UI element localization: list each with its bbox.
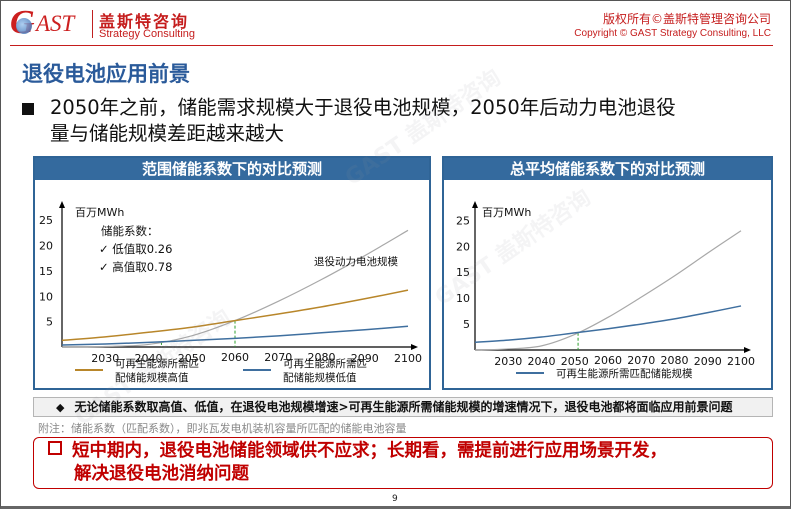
x-tick-label: 2080 bbox=[308, 351, 336, 364]
y-axis-unit-label: 百万MWh bbox=[482, 206, 531, 219]
x-axis-arrow-icon bbox=[744, 347, 751, 353]
x-tick-label: 2040 bbox=[135, 352, 163, 365]
y-tick-label: 20 bbox=[39, 240, 53, 253]
series-line-low bbox=[61, 325, 409, 346]
logo-ast-text: AST bbox=[36, 11, 75, 36]
globe-icon bbox=[16, 18, 32, 34]
x-axis-arrow-icon bbox=[411, 344, 418, 350]
series-line-battery bbox=[474, 230, 742, 351]
square-bullet-icon bbox=[22, 103, 34, 115]
page-number: 9 bbox=[392, 494, 398, 504]
logo-divider bbox=[92, 10, 93, 38]
x-tick-label: 2100 bbox=[394, 352, 422, 365]
hollow-square-bullet-icon bbox=[48, 441, 62, 455]
conclusion-text-1: 短中期内，退役电池储能领域供不应求；长期看，需提前进行应用场景开发， bbox=[72, 441, 667, 461]
coefficient-annotation-item: ✓ 低值取0.26 bbox=[99, 242, 172, 256]
conclusion-box: 短中期内，退役电池储能领域供不应求；长期看，需提前进行应用场景开发， 解决退役电… bbox=[33, 437, 773, 489]
coefficient-annotation-item: ✓ 高值取0.78 bbox=[99, 260, 172, 274]
copyright-cn: 版权所有©盖斯特管理咨询公司 bbox=[602, 12, 771, 26]
legend-label: 可再生能源所需匹 bbox=[283, 357, 367, 370]
x-tick-label: 2090 bbox=[694, 355, 722, 368]
legend-label: 可再生能源所需匹配储能规模 bbox=[556, 367, 693, 380]
page-title: 退役电池应用前景 bbox=[22, 62, 190, 86]
chart-range-coefficient: 5 10 15 20 25 2030 2040 2050 2060 2070 2080 2090 210… bbox=[39, 201, 422, 384]
chart-panel-range: 范围储能系数下的对比预测 5 10 15 20 25 2030 2040 2050 2060 20… bbox=[33, 156, 431, 390]
brand-name-en: Strategy Consulting bbox=[99, 28, 195, 40]
chart-title: 范围储能系数下的对比预测 bbox=[35, 158, 429, 180]
header-divider bbox=[10, 45, 773, 46]
conclusion-line-1: 短中期内，退役电池储能领域供不应求；长期看，需提前进行应用场景开发， bbox=[48, 440, 772, 463]
copyright-en: Copyright © GAST Strategy Consulting, LL… bbox=[574, 28, 771, 39]
x-tick-label: 2040 bbox=[528, 355, 556, 368]
battery-series-label: 退役动力电池规模 bbox=[314, 255, 398, 268]
legend-label: 配储能规模高值 bbox=[115, 371, 189, 384]
y-tick-label: 20 bbox=[456, 240, 470, 253]
x-tick-label: 2060 bbox=[221, 351, 249, 364]
conclusion-line-2: 解决退役电池消纳问题 bbox=[74, 464, 249, 484]
series-line-low bbox=[474, 305, 742, 343]
y-tick-label: 10 bbox=[456, 292, 470, 305]
gast-logo: G AST bbox=[10, 4, 88, 41]
footnote: 附注：储能系数（匹配系数），即兆瓦发电机装机容量所匹配的储能电池容量 bbox=[38, 422, 407, 435]
bullet-line-2: 量与储能规模差距越来越大 bbox=[50, 122, 285, 145]
x-tick-label: 2070 bbox=[627, 354, 655, 367]
diamond-bullet-icon: ◆ bbox=[56, 401, 65, 414]
legend-label: 可再生能源所需匹 bbox=[115, 357, 199, 370]
callout-text: 无论储能系数取高值、低值，在退役电池规模增速>可再生能源所需储能规模的增速情况下… bbox=[74, 400, 733, 414]
coefficient-annotation-title: 储能系数： bbox=[101, 224, 159, 238]
y-tick-label: 15 bbox=[39, 265, 53, 278]
x-tick-label: 2050 bbox=[561, 355, 589, 368]
y-tick-label: 25 bbox=[39, 214, 53, 227]
x-tick-label: 2100 bbox=[727, 355, 755, 368]
legend-label: 配储能规模低值 bbox=[283, 371, 357, 384]
key-insight-callout: ◆ 无论储能系数取高值、低值，在退役电池规模增速>可再生能源所需储能规模的增速情况… bbox=[33, 397, 773, 417]
y-axis-unit-label: 百万MWh bbox=[75, 206, 124, 219]
chart-average-coefficient: 5 10 15 20 25 2030 2040 2050 2060 2070 2080 2090 210… bbox=[456, 201, 755, 380]
bullet-line-1: 2050年之前，储能需求规模大于退役电池规模，2050年后动力电池退役 bbox=[50, 96, 676, 119]
x-tick-label: 2060 bbox=[594, 354, 622, 367]
chart-title: 总平均储能系数下的对比预测 bbox=[444, 158, 771, 180]
y-axis-arrow-icon bbox=[59, 201, 65, 208]
y-tick-label: 10 bbox=[39, 290, 53, 303]
y-tick-label: 25 bbox=[456, 214, 470, 227]
y-tick-label: 15 bbox=[456, 266, 470, 279]
x-tick-label: 2030 bbox=[494, 355, 522, 368]
x-tick-label: 2090 bbox=[351, 352, 379, 365]
logo-g-glyph: G bbox=[10, 4, 35, 42]
y-tick-label: 5 bbox=[46, 316, 53, 329]
series-line-high bbox=[61, 289, 409, 342]
x-tick-label: 2030 bbox=[91, 352, 119, 365]
main-bullet-text: 2050年之前，储能需求规模大于退役电池规模，2050年后动力电池退役 量与储能… bbox=[50, 95, 780, 147]
brand-name-cn: 盖斯特咨询 bbox=[99, 12, 190, 31]
x-tick-label: 2050 bbox=[178, 352, 206, 365]
y-axis-arrow-icon bbox=[472, 201, 478, 208]
x-tick-label: 2070 bbox=[264, 351, 292, 364]
chart-panel-average: 总平均储能系数下的对比预测 5 10 15 20 25 2030 2040 2050 2060 2… bbox=[442, 156, 773, 390]
x-tick-label: 2080 bbox=[661, 354, 689, 367]
y-tick-label: 5 bbox=[463, 318, 470, 331]
